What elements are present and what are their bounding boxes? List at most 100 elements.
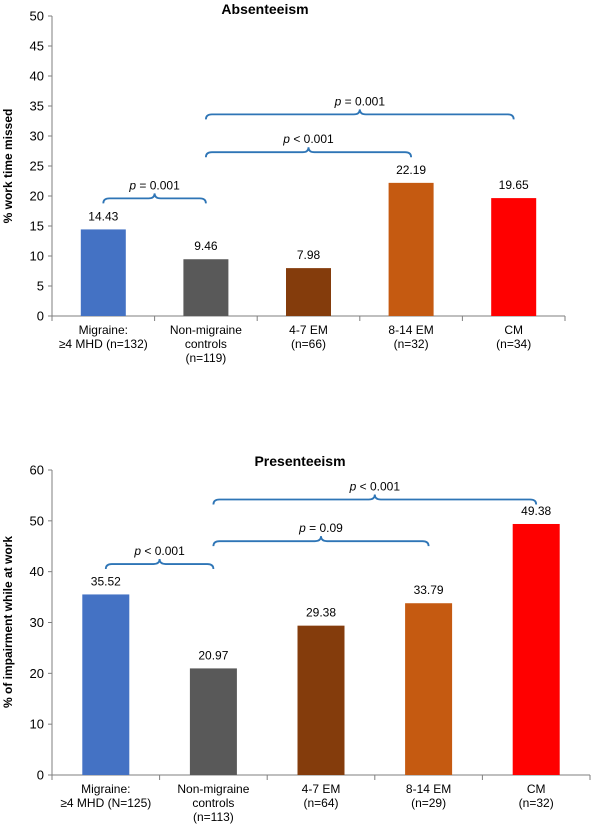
y-tick-label: 50 bbox=[30, 513, 44, 528]
bar bbox=[491, 198, 537, 316]
data-label: 7.98 bbox=[297, 248, 321, 262]
y-tick-label: 25 bbox=[30, 159, 44, 174]
bar bbox=[189, 668, 237, 775]
x-tick-label-line: CM bbox=[527, 782, 546, 796]
x-tick-label-line: (n=113) bbox=[193, 810, 234, 824]
data-label: 22.19 bbox=[396, 163, 426, 177]
x-tick-label-line: controls bbox=[185, 337, 227, 351]
x-tick-label-line: CM bbox=[504, 323, 523, 337]
y-tick-label: 45 bbox=[30, 39, 44, 54]
p-value-annotation: p = 0.09 bbox=[298, 521, 343, 535]
y-tick-label: 20 bbox=[30, 189, 44, 204]
data-label: 29.38 bbox=[306, 606, 336, 620]
significance-bracket bbox=[104, 558, 215, 570]
y-tick-label: 30 bbox=[30, 129, 44, 144]
chart-title: Presenteeism bbox=[254, 453, 345, 469]
x-tick-label-line: (n=66) bbox=[291, 337, 326, 351]
p-value: = 0.001 bbox=[136, 178, 180, 192]
p-value: < 0.001 bbox=[356, 479, 400, 493]
y-tick-label: 20 bbox=[30, 666, 44, 681]
x-tick-label: CM (n=34) bbox=[496, 323, 531, 351]
x-tick-label-line: Migraine: bbox=[81, 782, 130, 796]
data-label: 49.38 bbox=[521, 504, 551, 518]
significance-bracket bbox=[205, 147, 412, 158]
y-axis-label: % of impairment while at work bbox=[1, 536, 15, 708]
significance-bracket bbox=[102, 193, 207, 204]
x-tick-label-line: ≥4 MHD (n=132) bbox=[59, 337, 148, 351]
data-label: 35.52 bbox=[91, 574, 121, 588]
y-tick-label: 35 bbox=[30, 99, 44, 114]
bar bbox=[80, 229, 126, 316]
x-tick-label-line: Migraine: bbox=[79, 323, 128, 337]
x-tick-label: 4-7 EM (n=66) bbox=[289, 323, 328, 351]
data-label: 9.46 bbox=[194, 239, 218, 253]
significance-bracket bbox=[212, 494, 538, 505]
x-tick-label: Migraine: ≥4 MHD (n=132) bbox=[59, 323, 148, 351]
x-tick-label: Non-migraine controls (n=119) bbox=[170, 323, 242, 365]
p-value-annotation: p = 0.001 bbox=[334, 94, 386, 108]
x-tick-label: 8-14 EM (n=29) bbox=[406, 782, 451, 810]
p-symbol: p bbox=[334, 94, 342, 108]
x-tick-label-line: (n=119) bbox=[185, 351, 226, 365]
x-tick-label-line: Non-migraine bbox=[177, 782, 249, 796]
chart-2: Presenteeism % of impairment while at wor… bbox=[1, 453, 591, 824]
y-axis-label: % work time missed bbox=[1, 109, 15, 224]
significance-bracket bbox=[205, 109, 515, 120]
p-value: < 0.001 bbox=[141, 544, 185, 558]
x-tick-label: 8-14 EM (n=32) bbox=[388, 323, 433, 351]
bar bbox=[286, 268, 331, 316]
x-tick-label-line: (n=29) bbox=[411, 796, 446, 810]
bar bbox=[405, 603, 453, 775]
chart-title: Absenteeism bbox=[221, 1, 308, 17]
p-value-annotation: p < 0.001 bbox=[282, 132, 334, 146]
p-symbol: p bbox=[133, 544, 141, 558]
p-symbol: p bbox=[128, 178, 136, 192]
data-label: 14.43 bbox=[88, 209, 118, 223]
chart-1: Absenteeism % work time missed 0 5 10 15 20 25 3… bbox=[1, 1, 566, 365]
y-tick-label: 40 bbox=[30, 564, 44, 579]
x-tick-label-line: Non-migraine bbox=[170, 323, 242, 337]
y-tick-label: 60 bbox=[30, 463, 44, 478]
p-symbol: p bbox=[298, 521, 306, 535]
y-tick-label: 50 bbox=[30, 9, 44, 24]
p-value-annotation: p < 0.001 bbox=[349, 479, 401, 493]
x-tick-label-line: (n=64) bbox=[303, 796, 338, 810]
y-tick-label: 40 bbox=[30, 69, 44, 84]
bar bbox=[388, 182, 434, 316]
bar bbox=[183, 259, 229, 316]
data-label: 19.65 bbox=[499, 178, 529, 192]
p-value: = 0.09 bbox=[306, 521, 343, 535]
x-tick-label: CM (n=32) bbox=[519, 782, 554, 810]
y-tick-label: 10 bbox=[30, 717, 44, 732]
x-tick-label-line: controls bbox=[192, 796, 234, 810]
x-tick-label-line: 4-7 EM bbox=[302, 782, 341, 796]
x-tick-label-line: 4-7 EM bbox=[289, 323, 328, 337]
x-tick-label-line: (n=32) bbox=[394, 337, 429, 351]
y-tick-label: 10 bbox=[30, 249, 44, 264]
y-tick-label: 0 bbox=[37, 768, 44, 783]
x-tick-label-line: 8-14 EM bbox=[406, 782, 451, 796]
x-tick-label-line: 8-14 EM bbox=[388, 323, 433, 337]
y-tick-label: 0 bbox=[37, 309, 44, 324]
x-tick-label-line: (n=32) bbox=[519, 796, 554, 810]
x-tick-label-line: (n=34) bbox=[496, 337, 531, 351]
p-symbol: p bbox=[349, 479, 357, 493]
x-tick-label: Non-migraine controls (n=113) bbox=[177, 782, 249, 824]
p-symbol: p bbox=[282, 132, 290, 146]
data-label: 33.79 bbox=[414, 583, 444, 597]
p-value: = 0.001 bbox=[341, 94, 385, 108]
p-value: < 0.001 bbox=[290, 132, 334, 146]
data-label: 20.97 bbox=[198, 648, 228, 662]
x-tick-label-line: ≥4 MHD (N=125) bbox=[60, 796, 151, 810]
bar bbox=[297, 625, 345, 775]
y-tick-label: 30 bbox=[30, 615, 44, 630]
p-value-annotation: p = 0.001 bbox=[128, 178, 180, 192]
p-value-annotation: p < 0.001 bbox=[133, 544, 185, 558]
x-tick-label: 4-7 EM (n=64) bbox=[302, 782, 341, 810]
bar bbox=[82, 594, 130, 775]
y-tick-label: 5 bbox=[37, 279, 44, 294]
significance-bracket bbox=[212, 536, 430, 547]
y-tick-label: 15 bbox=[30, 219, 44, 234]
